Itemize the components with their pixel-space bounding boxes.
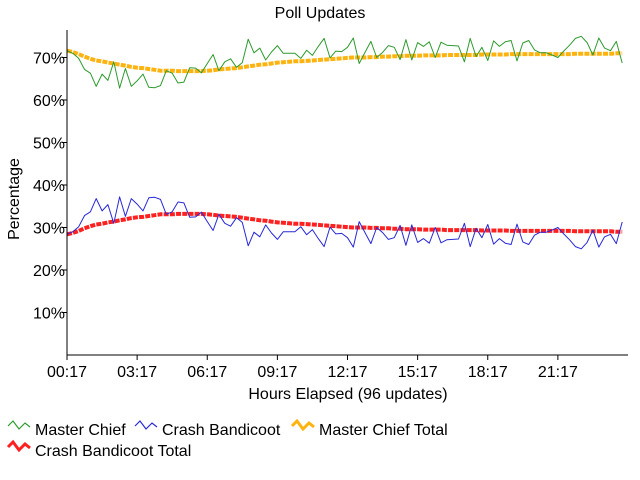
y-tick-label: 50% — [33, 136, 65, 153]
y-tick-label: 40% — [33, 178, 65, 195]
legend-item-master-chief: Master Chief — [7, 420, 126, 439]
y-tick-label: 10% — [33, 306, 65, 323]
legend-swatch — [7, 420, 31, 430]
x-tick-label: 12:17 — [327, 364, 367, 381]
legend-item-crash-bandicoot: Crash Bandicoot — [134, 420, 281, 439]
legend-label: Crash Bandicoot — [162, 422, 281, 439]
x-tick-label: 00:17 — [47, 364, 87, 381]
legend-swatch — [134, 420, 158, 430]
legend-label: Crash Bandicoot Total — [35, 443, 191, 460]
x-tick-label: 15:17 — [398, 364, 438, 381]
axes: 10% 20% 30% 40% 50% 60% 70% 00:17 03:17 06:17 09:1… — [33, 30, 628, 381]
series-line-master-chief — [66, 35, 623, 89]
x-tick-label: 09:17 — [257, 364, 297, 381]
legend-item-master-chief-total: Master Chief Total — [290, 418, 448, 439]
x-tick-label: 06:17 — [187, 364, 227, 381]
y-axis-label: Percentage — [6, 158, 23, 240]
y-tick-label: 30% — [33, 221, 65, 238]
y-tick-label: 60% — [33, 93, 65, 110]
x-tick-label: 21:17 — [538, 364, 578, 381]
legend-item-crash-bandicoot-total: Crash Bandicoot Total — [6, 439, 191, 460]
legend: Master Chief Crash Bandicoot Master Chief … — [6, 418, 448, 460]
x-axis-label: Hours Elapsed (96 updates) — [248, 386, 447, 403]
plot-area — [66, 35, 623, 250]
y-tick-label: 20% — [33, 263, 65, 280]
legend-label: Master Chief — [35, 422, 126, 439]
series-line-crash-bandicoot — [66, 196, 623, 250]
series-line-crash-bandicoot-total — [66, 211, 623, 237]
x-tick-label: 18:17 — [468, 364, 508, 381]
chart-title: Poll Updates — [275, 5, 366, 22]
y-tick-label: 70% — [33, 51, 65, 68]
legend-swatch — [290, 418, 315, 432]
legend-label: Master Chief Total — [319, 422, 448, 439]
legend-swatch — [6, 439, 31, 453]
series-line-master-chief-total — [66, 48, 623, 74]
x-tick-label: 03:17 — [117, 364, 157, 381]
